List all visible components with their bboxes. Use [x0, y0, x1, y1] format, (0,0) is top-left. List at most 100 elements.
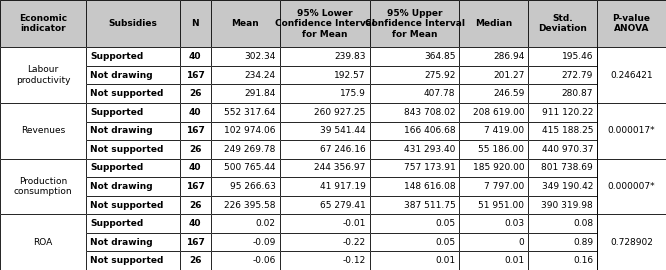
- Text: 167: 167: [186, 182, 204, 191]
- Bar: [528, 251, 597, 270]
- Text: 26: 26: [189, 201, 202, 210]
- Bar: [280, 177, 370, 196]
- Bar: [211, 233, 280, 251]
- Bar: [280, 140, 370, 159]
- Bar: [528, 85, 597, 103]
- Bar: [460, 251, 528, 270]
- Text: 102 974.06: 102 974.06: [224, 126, 276, 135]
- Bar: [86, 158, 180, 177]
- Bar: [528, 196, 597, 214]
- Bar: [211, 158, 280, 177]
- Text: 167: 167: [186, 70, 204, 80]
- Bar: [370, 47, 460, 66]
- Text: 26: 26: [189, 145, 202, 154]
- Bar: [528, 122, 597, 140]
- Bar: [370, 177, 460, 196]
- Bar: [280, 214, 370, 233]
- Text: 387 511.75: 387 511.75: [404, 201, 456, 210]
- Text: 246.59: 246.59: [493, 89, 524, 98]
- Bar: [370, 140, 460, 159]
- Text: 291.84: 291.84: [244, 89, 276, 98]
- Text: 192.57: 192.57: [334, 70, 366, 80]
- Bar: [528, 233, 597, 251]
- Bar: [370, 85, 460, 103]
- Bar: [86, 47, 180, 66]
- Bar: [180, 233, 211, 251]
- Text: 415 188.25: 415 188.25: [541, 126, 593, 135]
- Text: -0.06: -0.06: [252, 256, 276, 265]
- Bar: [180, 196, 211, 214]
- Bar: [370, 0, 460, 47]
- Bar: [528, 140, 597, 159]
- Bar: [460, 177, 528, 196]
- Bar: [460, 158, 528, 177]
- Text: 166 406.68: 166 406.68: [404, 126, 456, 135]
- Bar: [280, 85, 370, 103]
- Bar: [180, 85, 211, 103]
- Text: -0.01: -0.01: [342, 219, 366, 228]
- Bar: [597, 214, 666, 270]
- Text: 407.78: 407.78: [424, 89, 456, 98]
- Bar: [597, 103, 666, 159]
- Text: 55 186.00: 55 186.00: [478, 145, 524, 154]
- Text: 41 917.19: 41 917.19: [320, 182, 366, 191]
- Bar: [180, 66, 211, 84]
- Bar: [280, 103, 370, 122]
- Bar: [528, 177, 597, 196]
- Bar: [528, 66, 597, 84]
- Bar: [460, 140, 528, 159]
- Bar: [211, 85, 280, 103]
- Text: 286.94: 286.94: [493, 52, 524, 61]
- Bar: [86, 85, 180, 103]
- Text: 167: 167: [186, 126, 204, 135]
- Text: 0: 0: [519, 238, 524, 247]
- Bar: [528, 196, 597, 214]
- Text: Not supported: Not supported: [90, 256, 163, 265]
- Text: 364.85: 364.85: [424, 52, 456, 61]
- Text: 0.05: 0.05: [436, 219, 456, 228]
- Text: N: N: [192, 19, 199, 28]
- Bar: [280, 196, 370, 214]
- Bar: [211, 214, 280, 233]
- Text: 167: 167: [186, 238, 204, 247]
- Text: 431 293.40: 431 293.40: [404, 145, 456, 154]
- Bar: [211, 196, 280, 214]
- Text: 302.34: 302.34: [244, 52, 276, 61]
- Text: Economic
indicator: Economic indicator: [19, 14, 67, 33]
- Text: -0.22: -0.22: [342, 238, 366, 247]
- Bar: [86, 214, 180, 233]
- Bar: [597, 0, 666, 47]
- Text: 552 317.64: 552 317.64: [224, 108, 276, 117]
- Bar: [528, 0, 597, 47]
- Bar: [528, 47, 597, 66]
- Bar: [528, 47, 597, 66]
- Bar: [280, 233, 370, 251]
- Text: 95 266.63: 95 266.63: [230, 182, 276, 191]
- Text: 7 797.00: 7 797.00: [484, 182, 524, 191]
- Bar: [597, 158, 666, 214]
- Text: Production
consumption: Production consumption: [14, 177, 73, 196]
- Bar: [211, 177, 280, 196]
- Bar: [528, 140, 597, 159]
- Bar: [180, 47, 211, 66]
- Text: 67 246.16: 67 246.16: [320, 145, 366, 154]
- Bar: [86, 122, 180, 140]
- Text: -0.09: -0.09: [252, 238, 276, 247]
- Text: Std.
Deviation: Std. Deviation: [538, 14, 587, 33]
- Text: 40: 40: [189, 108, 202, 117]
- Bar: [211, 140, 280, 159]
- Bar: [0, 0, 86, 47]
- Bar: [280, 158, 370, 177]
- Bar: [0, 158, 86, 214]
- Bar: [180, 103, 211, 122]
- Text: 0.246421: 0.246421: [610, 70, 653, 80]
- Bar: [86, 177, 180, 196]
- Bar: [370, 233, 460, 251]
- Bar: [370, 196, 460, 214]
- Bar: [180, 196, 211, 214]
- Text: Supported: Supported: [90, 108, 143, 117]
- Bar: [460, 47, 528, 66]
- Text: P-value
ANOVA: P-value ANOVA: [613, 14, 651, 33]
- Bar: [370, 85, 460, 103]
- Bar: [86, 196, 180, 214]
